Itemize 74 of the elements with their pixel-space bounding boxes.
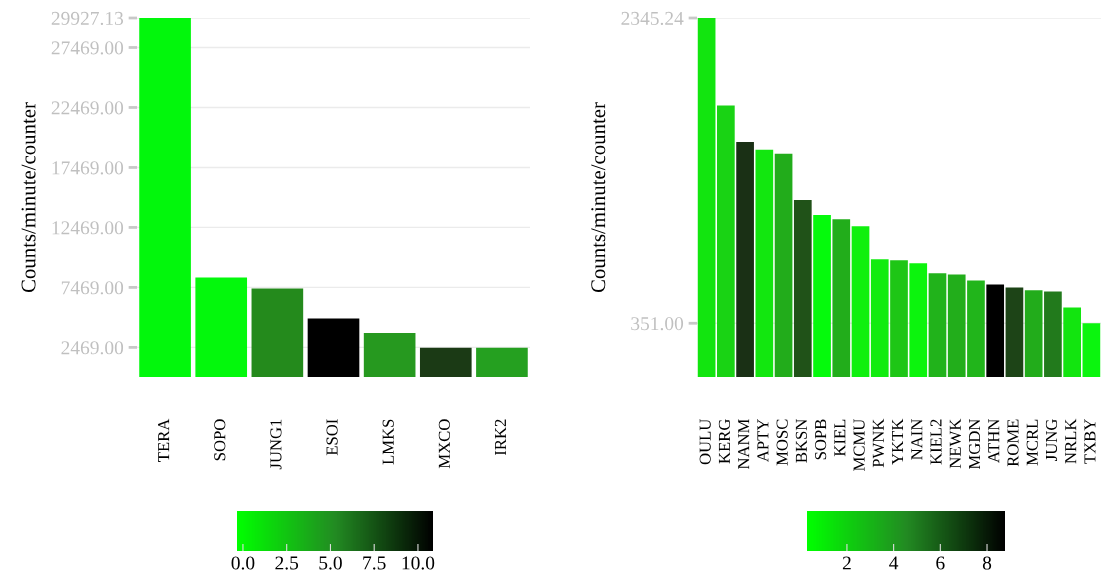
bar [1082, 323, 1101, 377]
color-bar-label: 4 [889, 556, 899, 570]
bar [363, 332, 416, 377]
bar [755, 149, 774, 377]
color-bar-label: 5.0 [319, 556, 342, 570]
y-tick-label: 27469.00 [51, 41, 124, 55]
color-bar-label: 8 [982, 556, 992, 570]
x-tick-label: NANM [738, 419, 750, 470]
color-bar-label: 2 [842, 556, 851, 570]
color-bar-label: 10.0 [402, 556, 435, 570]
color-bar-label: 0.0 [231, 556, 255, 570]
bar [909, 263, 928, 377]
x-tick-label: MOSC [776, 419, 788, 466]
x-tick-label: SOPO [214, 419, 226, 461]
x-tick-label: PWNK [872, 418, 885, 468]
x-tick-label: KIEL [834, 419, 846, 457]
bar [870, 259, 889, 377]
bar [986, 284, 1005, 377]
x-tick-label: ESOI [326, 419, 338, 456]
y-axis-title: Counts/minute/counter [21, 102, 36, 293]
x-tick-label: NAIN [911, 419, 923, 460]
bar [832, 219, 851, 377]
bar [476, 347, 528, 377]
bar [139, 18, 191, 377]
y-tick-label: 2345.24 [621, 11, 684, 26]
bar [1063, 307, 1081, 377]
color-bar-label: 2.5 [275, 556, 299, 570]
x-tick-label: BKSN [795, 419, 807, 463]
bar [736, 141, 754, 377]
color-bar-label: 7.5 [363, 556, 386, 570]
bar [774, 153, 793, 377]
x-tick-label: MCMU [853, 419, 865, 471]
bar [1024, 290, 1043, 377]
x-tick-label: ATHN [988, 419, 1000, 463]
bar [697, 18, 716, 377]
bar [1005, 287, 1024, 377]
x-tick-label: MXCO [438, 419, 450, 469]
x-tick-label: KERG [718, 419, 731, 464]
x-tick-label: TERA [158, 418, 170, 462]
x-tick-label: JUNG [1045, 419, 1058, 461]
y-tick-label: 351.00 [631, 317, 684, 331]
x-tick-label: KIEL2 [930, 419, 942, 465]
x-tick-label: MCRL [1026, 419, 1038, 466]
color-bar-label: 6 [936, 556, 945, 570]
bar [195, 277, 248, 377]
x-tick-label: NEWK [949, 418, 961, 469]
bar [851, 226, 870, 377]
x-tick-label: JUNG1 [270, 419, 282, 470]
x-tick-label: ROME [1007, 419, 1019, 467]
x-tick-label: SOPB [815, 419, 827, 460]
bar [793, 200, 812, 377]
bar [419, 347, 472, 377]
x-tick-label: TXBY [1084, 419, 1096, 464]
y-tick-label: 12469.00 [52, 221, 124, 235]
y-tick-label: 17469.00 [52, 161, 124, 175]
bar [928, 273, 947, 377]
bar [890, 260, 908, 377]
y-tick-label: 2469.00 [61, 341, 124, 355]
bar [813, 215, 831, 377]
x-tick-label: LMKS [382, 419, 394, 465]
y-tick-label: 7469.00 [61, 281, 124, 295]
bar [307, 318, 360, 377]
y-tick-label: 22469.00 [51, 101, 124, 115]
x-tick-label: IRK2 [494, 419, 506, 456]
x-tick-label: APTY [757, 419, 769, 463]
x-tick-label: YKTK [892, 418, 904, 465]
x-tick-label: OULU [699, 419, 711, 465]
bar [251, 288, 304, 377]
x-tick-label: NRLK [1065, 418, 1077, 464]
bar [1044, 291, 1062, 377]
bar [717, 105, 735, 377]
y-axis-title: Counts/minute/counter [591, 102, 606, 293]
y-tick-label: 29927.13 [51, 11, 124, 26]
x-tick-label: MGDN [968, 419, 981, 470]
